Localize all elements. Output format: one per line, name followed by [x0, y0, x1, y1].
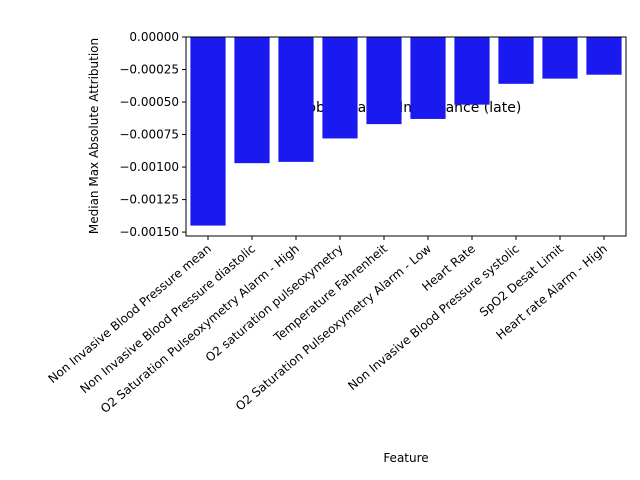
bar-4: [366, 37, 402, 125]
bar-8: [542, 37, 578, 79]
y-tick-label: −0.00075: [119, 128, 179, 142]
bar-3: [322, 37, 358, 139]
y-axis: 0.00000 −0.00025 −0.00050 −0.00075 −0.00100 −…: [119, 30, 186, 239]
x-tick-label: O2 Saturation Pulseoxymetry Alarm - High: [98, 242, 302, 416]
y-tick-label: −0.00050: [119, 95, 179, 109]
y-tick-label: 0.00000: [129, 30, 179, 44]
bar-0: [190, 37, 226, 226]
bar-5: [410, 37, 446, 119]
x-tick-label: Non Invasive Blood Pressure diastolic: [77, 242, 257, 397]
bar-9: [586, 37, 622, 75]
y-axis-label: Median Max Absolute Attribution: [87, 38, 101, 234]
x-axis-label: Feature: [383, 451, 428, 465]
bar-2: [278, 37, 314, 162]
bar-1: [234, 37, 270, 164]
bar-7: [498, 37, 534, 84]
y-tick-label: −0.00150: [119, 225, 179, 239]
x-tick-label: Non Invasive Blood Pressure mean: [46, 242, 214, 386]
bars-group: [190, 37, 622, 226]
y-tick-label: −0.00025: [119, 63, 179, 77]
plot-frame: [185, 36, 627, 237]
bar-6: [454, 37, 490, 105]
y-tick-label: −0.00125: [119, 193, 179, 207]
y-tick-label: −0.00100: [119, 160, 179, 174]
